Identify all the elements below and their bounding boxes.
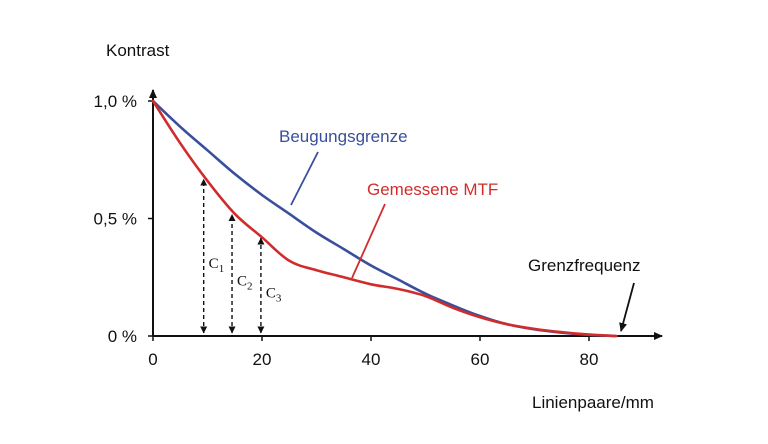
series-label-gemessene-mtf: Gemessene MTF (367, 180, 498, 199)
contrast-label-subscript: 1 (219, 263, 225, 275)
y-axis-label: Kontrast (106, 41, 170, 60)
series-label-beugungsgrenze: Beugungsgrenze (279, 127, 408, 146)
annotations: Beugungsgrenze Gemessene MTF Grenzfreque… (279, 127, 640, 332)
contrast-label-letter: C (209, 256, 219, 272)
contrast-label-3: C3 (266, 285, 282, 304)
contrast-label-letter: C (266, 285, 276, 301)
y-tick-label: 1,0 % (94, 92, 137, 111)
x-tick-label: 40 (362, 350, 381, 369)
series-lines (151, 99, 618, 338)
y-tick-label: 0 % (108, 327, 137, 346)
x-axis-label: Linienpaare/mm (532, 393, 654, 412)
series-label-gemessene-mtf-leader (351, 203, 386, 279)
contrast-label-2: C2 (237, 274, 253, 293)
contrast-label-subscript: 2 (247, 281, 253, 293)
contrast-label-1: C1 (209, 256, 225, 275)
x-tick-label: 0 (148, 350, 157, 369)
grenzfrequenz-label: Grenzfrequenz (528, 256, 640, 275)
axis-ticks: 0 20 40 60 80 0 % 0,5 % 1,0 % (94, 92, 599, 369)
x-tick-label: 80 (580, 350, 599, 369)
grenzfrequenz-arrow (619, 282, 635, 332)
contrast-label-letter: C (237, 274, 247, 290)
contrast-label-subscript: 3 (276, 292, 282, 304)
y-tick-label: 0,5 % (94, 210, 137, 229)
x-tick-label: 20 (253, 350, 272, 369)
series-label-beugungsgrenze-leader (290, 151, 319, 206)
series-line-1 (151, 99, 618, 338)
x-tick-label: 60 (471, 350, 490, 369)
axes (149, 89, 663, 340)
